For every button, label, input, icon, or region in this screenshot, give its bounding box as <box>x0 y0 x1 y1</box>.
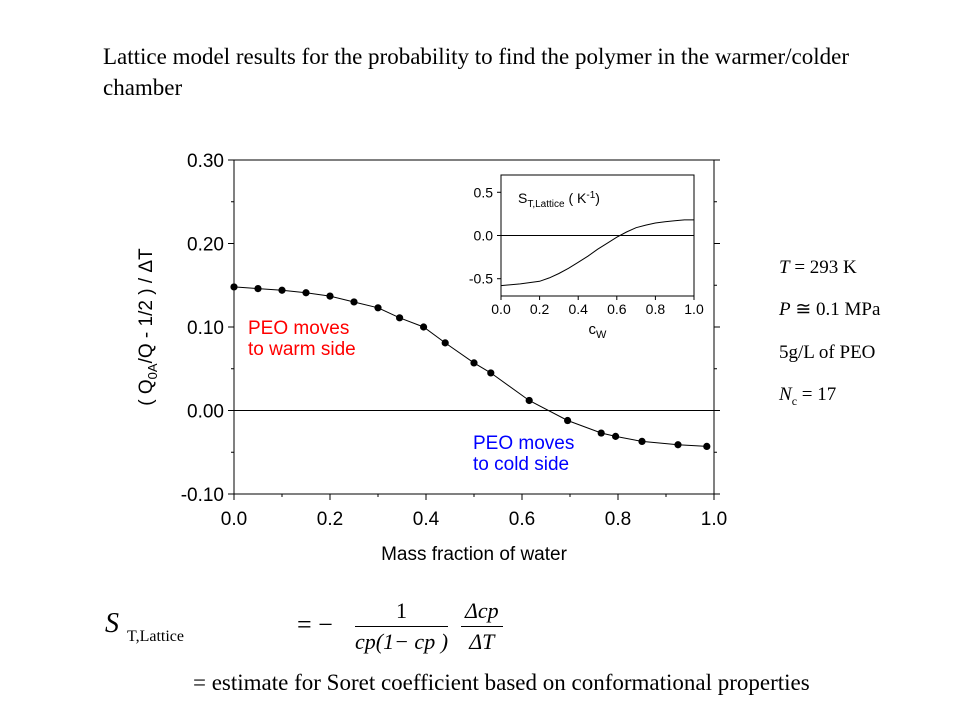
soret-formula: S T,Lattice = − 1 cp(1− cp ) Δcp ΔT = es… <box>105 592 845 702</box>
inset-x-tick-label: 0.0 <box>491 301 511 317</box>
annotation-text: to warm side <box>248 339 356 360</box>
inset-x-tick-label: 0.8 <box>646 301 666 317</box>
data-point <box>326 292 334 300</box>
y-tick-label: 0.20 <box>187 235 224 256</box>
data-point <box>374 304 382 312</box>
formula-description: = estimate for Soret coefficient based o… <box>193 670 810 695</box>
data-point <box>230 283 238 291</box>
data-point <box>278 286 286 294</box>
y-tick-label: 0.10 <box>187 318 224 339</box>
data-point <box>441 339 449 347</box>
formula-fraction-2: Δcp ΔT <box>461 598 503 655</box>
inset-x-tick-label: 0.2 <box>530 301 550 317</box>
y-tick-label: 0.30 <box>187 151 224 172</box>
x-tick-label: 0.4 <box>413 509 440 530</box>
data-point <box>396 314 404 322</box>
x-tick-label: 0.8 <box>605 509 631 530</box>
formula-denominator-2: ΔT <box>469 629 495 654</box>
data-point <box>470 359 478 367</box>
inset-y-tick-label: -0.5 <box>469 271 493 287</box>
x-tick-label: 0.0 <box>221 509 247 530</box>
inset-legend-text: ST,Lattice ( K-1) <box>518 190 600 210</box>
inset-x-tick-label: 1.0 <box>684 301 704 317</box>
data-point <box>703 442 711 451</box>
formula-numerator-2: Δcp <box>461 598 503 627</box>
formula-lhs-subscript: T,Lattice <box>127 628 184 645</box>
inset-x-tick-label: 0.4 <box>568 301 588 317</box>
x-tick-label: 0.2 <box>317 509 343 530</box>
data-point <box>564 416 572 425</box>
data-point <box>638 437 646 445</box>
page-title: Lattice model results for the probabilit… <box>103 44 849 100</box>
y-tick-label: 0.00 <box>187 402 224 423</box>
y-axis-label: ( Q0A/Q - 1/2 ) / ΔT <box>136 248 160 406</box>
param-pressure: P ≅ 0.1 MPa <box>779 299 881 320</box>
inset-x-axis-label: cW <box>589 321 608 341</box>
formula-denominator-1: cp(1− cp ) <box>355 629 449 654</box>
param-concentration: 5g/L of PEO <box>779 342 876 363</box>
chart: -0.10 0.00 0.10 0.20 0.30 0.0 0.2 0.4 0.6 0.8 1.0 M… <box>136 151 727 565</box>
inset-y-tick-label: 0.5 <box>474 184 494 200</box>
inset-x-tick-label: 0.6 <box>607 301 627 317</box>
formula-numerator-1: 1 <box>355 598 449 627</box>
data-point <box>302 289 310 297</box>
param-temperature: T = 293 K <box>779 257 857 278</box>
x-tick-label: 1.0 <box>701 509 727 530</box>
formula-lhs: S <box>105 608 119 639</box>
inset-y-tick-label: 0.0 <box>474 228 494 244</box>
annotation-text: PEO moves <box>248 318 349 339</box>
inset-background <box>458 168 706 344</box>
formula-fraction-1: 1 cp(1− cp ) <box>355 598 449 655</box>
formula-equals-minus: = − <box>297 610 333 639</box>
data-point <box>612 432 620 440</box>
data-point <box>597 429 605 437</box>
x-axis-label: Mass fraction of water <box>381 544 568 565</box>
data-point <box>350 298 358 306</box>
data-point <box>487 369 495 377</box>
annotation-text: to cold side <box>473 454 569 475</box>
data-point <box>525 396 533 405</box>
data-point <box>674 441 682 449</box>
x-tick-label: 0.6 <box>509 509 535 530</box>
y-tick-label: -0.10 <box>181 485 224 506</box>
annotation-text: PEO moves <box>473 433 574 454</box>
inset-series-line <box>500 219 694 287</box>
data-point <box>420 323 428 331</box>
data-point <box>254 284 262 293</box>
param-chain-length: Nc = 17 <box>779 384 837 408</box>
